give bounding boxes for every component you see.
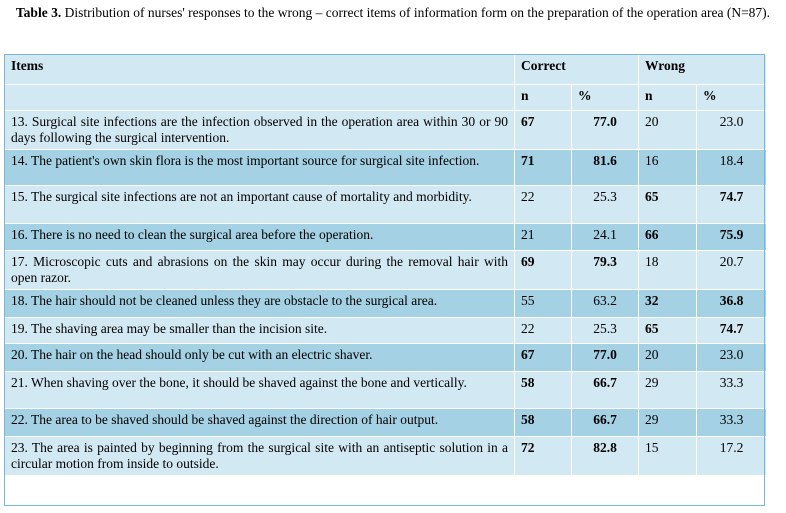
table-row: 20. The hair on the head should only be …	[4, 343, 768, 372]
header-items: Items	[4, 54, 515, 85]
subheader-correct-n: n	[514, 84, 572, 111]
item-cell: 17. Microscopic cuts and abrasions on th…	[4, 250, 515, 290]
wrong-n-cell: 32	[638, 289, 697, 318]
wrong-pct-cell: 74.7	[695, 185, 768, 224]
wrong-pct-cell: 17.2	[695, 436, 768, 476]
wrong-pct-cell: 18.4	[695, 149, 768, 186]
wrong-n-cell: 29	[638, 371, 697, 409]
wrong-n-cell: 66	[638, 223, 697, 251]
wrong-pct-cell: 74.7	[695, 317, 768, 344]
correct-pct-cell: 77.0	[571, 110, 639, 150]
subheader-wrong-n: n	[638, 84, 697, 111]
header-wrong: Wrong	[637, 54, 768, 85]
correct-n-cell: 21	[514, 223, 572, 251]
correct-n-cell: 58	[514, 408, 572, 437]
subheader-blank	[4, 84, 515, 111]
item-cell: 19. The shaving area may be smaller than…	[4, 317, 515, 344]
wrong-pct-cell: 75.9	[695, 223, 768, 251]
table-row: 16. There is no need to clean the surgic…	[4, 223, 768, 251]
table-row: 23. The area is painted by beginning fro…	[4, 436, 768, 476]
responses-table: Items Correct Wrong n % n % 13. Surgical…	[4, 54, 768, 476]
table-row: 13. Surgical site infections are the inf…	[4, 110, 768, 150]
subheader-correct-pct: %	[571, 84, 639, 111]
subheader-wrong-pct: %	[695, 84, 768, 111]
correct-pct-cell: 81.6	[571, 149, 639, 186]
item-cell: 20. The hair on the head should only be …	[4, 343, 515, 372]
wrong-pct-cell: 33.3	[695, 408, 768, 437]
subheader-row: n % n %	[4, 84, 768, 111]
table-row: 17. Microscopic cuts and abrasions on th…	[4, 250, 768, 290]
item-cell: 21. When shaving over the bone, it shoul…	[4, 371, 515, 409]
correct-n-cell: 22	[514, 185, 572, 224]
table-row: 15. The surgical site infections are not…	[4, 185, 768, 224]
correct-pct-cell: 66.7	[571, 371, 639, 409]
correct-pct-cell: 25.3	[571, 317, 639, 344]
wrong-n-cell: 20	[638, 343, 697, 372]
header-row: Items Correct Wrong	[4, 54, 768, 85]
correct-n-cell: 58	[514, 371, 572, 409]
item-cell: 13. Surgical site infections are the inf…	[4, 110, 515, 150]
wrong-n-cell: 20	[638, 110, 697, 150]
wrong-pct-cell: 23.0	[695, 110, 768, 150]
wrong-n-cell: 15	[638, 436, 697, 476]
header-correct: Correct	[514, 54, 639, 85]
wrong-n-cell: 65	[638, 317, 697, 344]
correct-n-cell: 69	[514, 250, 572, 290]
correct-n-cell: 72	[514, 436, 572, 476]
correct-pct-cell: 25.3	[571, 185, 639, 224]
correct-pct-cell: 82.8	[571, 436, 639, 476]
wrong-pct-cell: 36.8	[695, 289, 768, 318]
table-row: 21. When shaving over the bone, it shoul…	[4, 371, 768, 409]
table-row: 18. The hair should not be cleaned unles…	[4, 289, 768, 318]
caption-text: Distribution of nurses' responses to the…	[61, 5, 771, 20]
wrong-n-cell: 29	[638, 408, 697, 437]
caption-label: Table 3.	[15, 5, 62, 20]
item-cell: 18. The hair should not be cleaned unles…	[4, 289, 515, 318]
item-cell: 15. The surgical site infections are not…	[4, 185, 515, 224]
correct-pct-cell: 66.7	[571, 408, 639, 437]
wrong-pct-cell: 20.7	[695, 250, 768, 290]
correct-pct-cell: 77.0	[571, 343, 639, 372]
table-row: 22. The area to be shaved should be shav…	[4, 408, 768, 437]
item-cell: 22. The area to be shaved should be shav…	[4, 408, 515, 437]
table-caption: Table 3. Distribution of nurses' respons…	[0, 4, 786, 21]
table-row: 19. The shaving area may be smaller than…	[4, 317, 768, 344]
item-cell: 14. The patient's own skin flora is the …	[4, 149, 515, 186]
correct-n-cell: 22	[514, 317, 572, 344]
wrong-pct-cell: 23.0	[695, 343, 768, 372]
correct-n-cell: 67	[514, 110, 572, 150]
correct-pct-cell: 24.1	[571, 223, 639, 251]
item-cell: 16. There is no need to clean the surgic…	[4, 223, 515, 251]
wrong-n-cell: 65	[638, 185, 697, 224]
wrong-pct-cell: 33.3	[695, 371, 768, 409]
table-row: 14. The patient's own skin flora is the …	[4, 149, 768, 186]
item-cell: 23. The area is painted by beginning fro…	[4, 436, 515, 476]
correct-pct-cell: 63.2	[571, 289, 639, 318]
correct-n-cell: 67	[514, 343, 572, 372]
wrong-n-cell: 18	[638, 250, 697, 290]
wrong-n-cell: 16	[638, 149, 697, 186]
correct-pct-cell: 79.3	[571, 250, 639, 290]
correct-n-cell: 55	[514, 289, 572, 318]
correct-n-cell: 71	[514, 149, 572, 186]
